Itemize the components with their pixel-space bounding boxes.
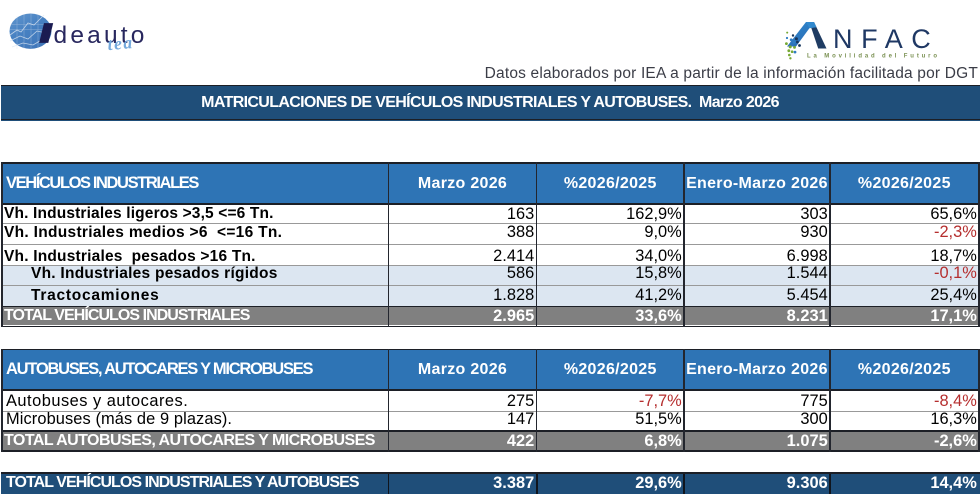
svg-text:deauto: deauto bbox=[54, 22, 148, 49]
svg-text:La Movilidad del Futuro: La Movilidad del Futuro bbox=[807, 53, 940, 59]
svg-text:tea: tea bbox=[107, 32, 135, 54]
svg-text:NFAC: NFAC bbox=[833, 24, 939, 54]
